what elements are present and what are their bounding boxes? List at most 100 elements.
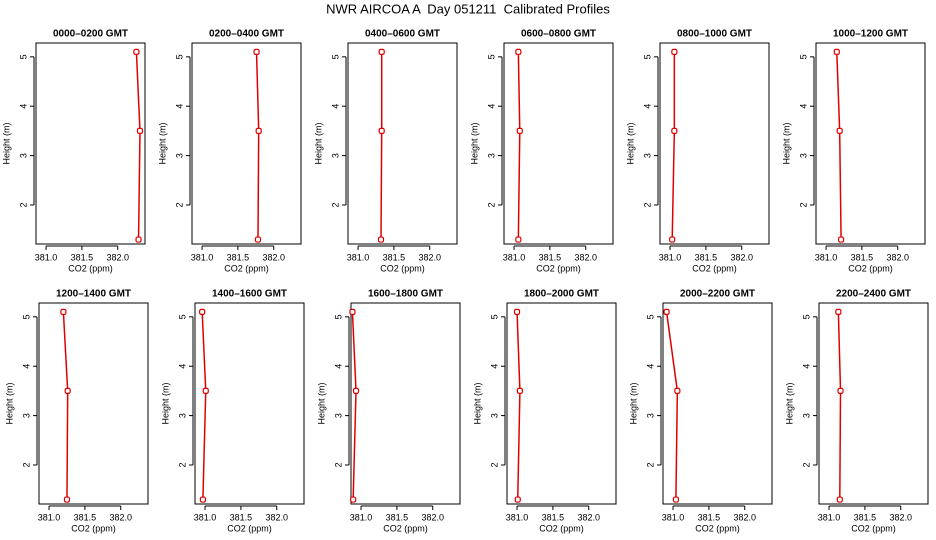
y-tick-label: 4	[798, 104, 808, 109]
x-tick-label: 382.0	[109, 512, 132, 522]
plot-frame	[815, 42, 926, 245]
y-tick-label: 4	[330, 104, 340, 109]
plot-frame	[350, 302, 461, 505]
x-tick-label: 381.0	[350, 512, 373, 522]
y-tick-label: 5	[18, 54, 28, 59]
point	[833, 48, 840, 55]
x-axis-label: CO2 (ppm)	[692, 263, 737, 273]
x-tick-label: 381.5	[539, 252, 562, 262]
point	[378, 48, 385, 55]
x-axis-label: CO2 (ppm)	[71, 523, 116, 533]
y-tick-label: 2	[21, 462, 31, 467]
point	[516, 387, 524, 395]
y-tick-label: 4	[801, 364, 811, 369]
y-tick-label: 5	[333, 314, 343, 319]
panel-title: 0400–0600 GMT	[365, 29, 440, 40]
panel-title: 1600–1800 GMT	[368, 289, 443, 300]
y-axis-label: Height (m)	[160, 382, 170, 424]
x-axis-label: CO2 (ppm)	[224, 263, 269, 273]
x-tick-label: 382.0	[418, 252, 441, 262]
y-tick-label: 3	[333, 413, 343, 418]
panel-title: 0200–0400 GMT	[209, 29, 284, 40]
y-axis-label: Height (m)	[157, 122, 167, 164]
y-axis-label: Height (m)	[625, 122, 635, 164]
y-tick-label: 4	[489, 364, 499, 369]
y-tick-label: 3	[801, 413, 811, 418]
y-tick-label: 3	[21, 413, 31, 418]
y-tick-label: 2	[489, 462, 499, 467]
panel-title: 0800–1000 GMT	[677, 29, 752, 40]
x-tick-label: 381.0	[35, 252, 58, 262]
y-tick-label: 2	[330, 202, 340, 207]
y-tick-label: 2	[642, 202, 652, 207]
panel: 1800–2000 GMT 381.0 381.5 382.0 2 3 4 5 CO2 (ppm…	[472, 289, 617, 533]
panel-title: 2000–2200 GMT	[680, 289, 755, 300]
x-tick-label: 382.0	[421, 512, 444, 522]
x-tick-label: 381.5	[227, 252, 250, 262]
x-axis-label: CO2 (ppm)	[695, 523, 740, 533]
panel: 1200–1400 GMT 381.0 381.5 382.0 2 3 4 5 CO2 (ppm…	[4, 289, 149, 533]
plot-frame	[659, 42, 770, 245]
x-tick-label: 381.0	[815, 252, 838, 262]
point	[836, 127, 843, 135]
point	[837, 236, 845, 243]
point	[378, 127, 385, 135]
y-axis-label: Height (m)	[316, 382, 326, 424]
point	[136, 127, 144, 135]
plot-frame	[194, 302, 305, 505]
y-tick-label: 2	[18, 202, 28, 207]
x-tick-label: 381.0	[506, 512, 529, 522]
plot-frame	[347, 42, 458, 245]
panel-title: 1400–1600 GMT	[212, 289, 287, 300]
x-tick-label: 381.0	[194, 512, 217, 522]
y-tick-label: 5	[642, 54, 652, 59]
x-axis-label: CO2 (ppm)	[536, 263, 581, 273]
y-tick-label: 4	[486, 104, 496, 109]
y-tick-label: 5	[645, 314, 655, 319]
y-tick-label: 2	[333, 462, 343, 467]
x-axis-label: CO2 (ppm)	[227, 523, 272, 533]
plot-frame	[38, 302, 149, 505]
x-tick-label: 382.0	[262, 252, 285, 262]
x-axis-label: CO2 (ppm)	[68, 263, 113, 273]
y-axis-label: Height (m)	[313, 122, 323, 164]
y-tick-label: 2	[486, 202, 496, 207]
panel: 1000–1200 GMT 381.0 381.5 382.0 2 3 4 5 CO2 (ppm…	[781, 29, 926, 273]
x-tick-label: 382.0	[730, 252, 753, 262]
point	[63, 496, 71, 503]
panel: 1600–1800 GMT 381.0 381.5 382.0 2 3 4 5 CO2 (ppm…	[316, 289, 461, 533]
x-tick-label: 381.5	[854, 512, 877, 522]
y-axis-label: Height (m)	[1, 122, 11, 164]
y-tick-label: 4	[18, 104, 28, 109]
y-axis-label: Height (m)	[781, 122, 791, 164]
plot-frame	[506, 302, 617, 505]
y-tick-label: 5	[330, 54, 340, 59]
panel: 0600–0800 GMT 381.0 381.5 382.0 2 3 4 5 CO2 (ppm…	[469, 29, 614, 273]
x-tick-label: 382.0	[574, 252, 597, 262]
y-axis-label: Height (m)	[469, 122, 479, 164]
y-tick-label: 3	[645, 413, 655, 418]
panel: 0000–0200 GMT 381.0 381.5 382.0 2 3 4 5 CO2 (ppm…	[1, 29, 146, 273]
x-tick-label: 382.0	[733, 512, 756, 522]
point	[350, 496, 357, 503]
x-tick-label: 381.5	[698, 512, 721, 522]
x-tick-label: 381.5	[230, 512, 253, 522]
point	[254, 236, 262, 243]
x-tick-label: 381.0	[191, 252, 214, 262]
y-tick-label: 3	[330, 153, 340, 158]
x-tick-label: 381.0	[662, 512, 685, 522]
point	[352, 387, 360, 395]
x-tick-label: 382.0	[886, 252, 909, 262]
x-tick-label: 382.0	[106, 252, 129, 262]
panel-title: 0000–0200 GMT	[53, 29, 128, 40]
point	[514, 496, 521, 503]
x-axis-label: CO2 (ppm)	[383, 523, 428, 533]
plot-frame	[503, 42, 614, 245]
y-axis-label: Height (m)	[472, 382, 482, 424]
y-tick-label: 5	[21, 314, 31, 319]
plot-frame	[191, 42, 302, 245]
plot-frame	[662, 302, 773, 505]
point	[837, 387, 844, 395]
y-tick-label: 4	[645, 364, 655, 369]
